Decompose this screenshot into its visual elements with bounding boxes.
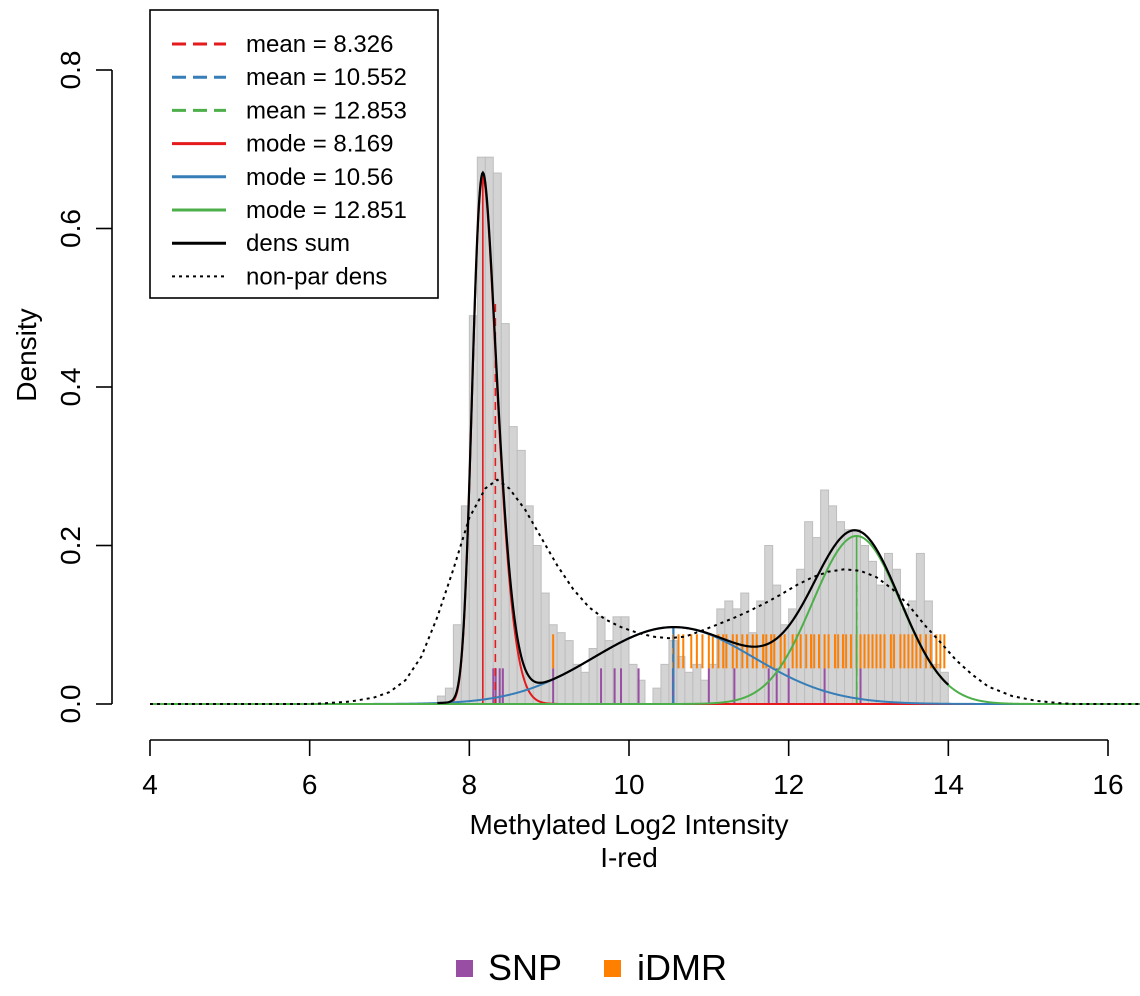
y-tick-label: 0.4 <box>55 368 86 407</box>
legend-label: dens sum <box>246 230 350 257</box>
histogram-bar <box>660 663 670 705</box>
x-tick-label: 4 <box>142 769 158 800</box>
x-axis-label: Methylated Log2 Intensity <box>469 809 788 840</box>
x-tick-label: 8 <box>462 769 478 800</box>
histogram-bar <box>700 679 710 705</box>
bottom-legend: SNP iDMR <box>456 947 727 988</box>
legend-label: non-par dens <box>246 263 387 290</box>
histogram-bar <box>812 537 822 705</box>
histogram-bar <box>844 529 854 705</box>
legend-label: mode = 8.169 <box>246 131 393 158</box>
legend: mean = 8.326 mean = 10.552 mean = 12.853 mo… <box>149 9 439 299</box>
density-curves <box>150 170 1140 705</box>
rug-marks <box>492 634 946 704</box>
y-axis-label: Density <box>11 308 42 401</box>
histogram-bar <box>476 156 486 705</box>
histogram-bar <box>828 505 838 705</box>
x-tick-label: 14 <box>933 769 964 800</box>
histogram-bar <box>556 632 566 705</box>
histogram-bar <box>572 663 582 705</box>
bottom-legend-swatch <box>604 960 621 977</box>
axes: 4 6 8 10 12 14 16 0.0 0.2 0.4 0.6 0.8 <box>55 51 1124 800</box>
y-tick-label: 0.8 <box>55 51 86 90</box>
histogram-bar <box>652 687 662 705</box>
y-tick-label: 0.2 <box>55 526 86 565</box>
histogram-bar <box>540 592 550 705</box>
legend-label: mode = 12.851 <box>246 197 407 224</box>
histogram-bar <box>708 663 718 705</box>
density-sum-curve <box>437 170 950 705</box>
bottom-legend-label: iDMR <box>637 947 727 988</box>
component-density-curve <box>150 534 1140 705</box>
histogram-bar <box>868 560 877 705</box>
histogram-bar <box>684 671 694 705</box>
x-tick-label: 12 <box>773 769 804 800</box>
histogram-bar <box>532 545 542 705</box>
histogram-bar <box>628 663 638 705</box>
bottom-legend-swatch <box>456 960 473 977</box>
histogram-bar <box>860 545 869 705</box>
legend-label: mean = 8.326 <box>246 31 393 58</box>
legend-box <box>149 9 439 299</box>
y-tick-label: 0.0 <box>55 685 86 724</box>
histogram-bar <box>692 663 702 705</box>
y-tick-label: 0.6 <box>55 209 86 248</box>
legend-label: mode = 10.56 <box>246 164 393 191</box>
x-tick-label: 16 <box>1092 769 1123 800</box>
bottom-legend-label: SNP <box>488 947 562 988</box>
histogram-bar <box>580 671 590 705</box>
x-tick-label: 6 <box>302 769 318 800</box>
nonpar-density-curve <box>150 478 1140 705</box>
legend-label: mean = 10.552 <box>246 64 407 91</box>
histogram-bar <box>508 426 518 705</box>
histogram-bar <box>915 552 925 705</box>
x-tick-label: 10 <box>613 769 644 800</box>
legend-label: mean = 12.853 <box>246 97 407 124</box>
x-axis-subtitle: I-red <box>600 842 658 873</box>
